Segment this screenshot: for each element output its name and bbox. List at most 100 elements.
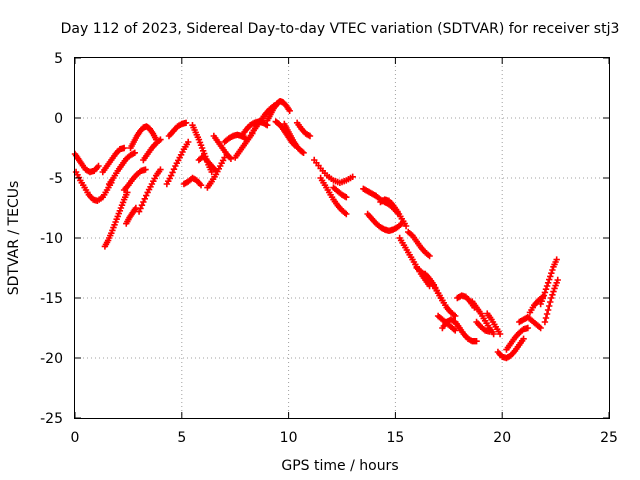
data-point	[300, 149, 307, 156]
data-point	[140, 198, 147, 206]
data-point	[545, 276, 553, 283]
data-point	[550, 288, 557, 295]
series-arc-43	[494, 335, 527, 362]
data-point	[169, 169, 176, 176]
data-point	[452, 327, 459, 334]
data-point	[473, 338, 480, 345]
data-point	[549, 291, 556, 298]
series-arc-31	[377, 196, 410, 230]
data-point	[142, 166, 149, 173]
data-point	[157, 166, 164, 173]
data-point	[227, 155, 235, 162]
data-point	[182, 119, 190, 126]
data-point	[137, 205, 144, 212]
series-arc-36	[434, 312, 459, 334]
series-arc-42	[484, 310, 504, 338]
data-point	[141, 195, 148, 202]
series-arc-27	[317, 174, 350, 218]
series-arc-05	[105, 149, 139, 188]
data-point	[402, 222, 410, 230]
series-arc-35	[422, 270, 459, 320]
data-point	[170, 166, 178, 173]
series-arc-10	[140, 136, 164, 164]
series-arc-44	[503, 324, 532, 353]
plot-frame	[74, 57, 610, 419]
series-arc-30	[364, 210, 406, 234]
series-arc-11	[163, 138, 192, 188]
data-point	[548, 270, 555, 277]
data-point	[544, 279, 552, 286]
data-point	[541, 318, 549, 326]
series-arc-01	[71, 150, 102, 176]
data-point	[157, 136, 164, 143]
y-axis-ticks: -25 -20 -15 -10 -5 0 5	[40, 51, 609, 427]
data-point	[124, 189, 131, 196]
x-tick-label: 15	[386, 430, 404, 446]
series-arc-25	[293, 119, 314, 140]
data-point	[343, 194, 350, 201]
data-point	[490, 330, 497, 338]
y-tick-label: 5	[54, 51, 63, 67]
series-arc-15	[195, 153, 220, 174]
series-arc-24	[281, 120, 307, 156]
series-arc-17	[210, 132, 235, 162]
data-point	[537, 324, 544, 332]
data-point	[95, 162, 102, 170]
series-arc-19	[232, 130, 256, 161]
data-point	[544, 306, 552, 314]
data-point	[548, 294, 555, 302]
data-point	[549, 266, 556, 274]
x-axis-label: GPS time / hours	[281, 458, 398, 474]
series-arc-40	[469, 298, 497, 338]
series-arc-02	[72, 168, 115, 204]
series-arc-48	[541, 276, 561, 326]
series-arc-22	[264, 98, 293, 124]
y-tick-label: -15	[40, 291, 63, 307]
data-point	[486, 328, 493, 335]
data-point	[343, 210, 350, 218]
data-point	[543, 310, 551, 318]
series-arc-26	[311, 156, 356, 186]
y-axis-label: SDTVAR / TECUs	[6, 181, 22, 296]
series-arc-38	[452, 318, 480, 345]
data-point	[520, 335, 527, 342]
x-tick-label: 10	[280, 430, 298, 446]
data-point	[197, 182, 205, 189]
data-point	[143, 192, 150, 199]
series-arc-13	[180, 174, 205, 189]
data-point	[545, 302, 553, 310]
y-tick-label: -25	[40, 411, 63, 427]
series-arc-32	[396, 234, 433, 290]
series-arc-33	[405, 228, 433, 260]
chart-title: Day 112 of 2023, Sidereal Day-to-day VTE…	[61, 21, 620, 37]
x-tick-label: 5	[177, 430, 186, 446]
series-arc-04	[99, 144, 128, 176]
data-point	[306, 132, 314, 140]
data-point	[349, 173, 356, 180]
series-arc-03	[101, 189, 131, 250]
y-tick-label: 0	[54, 111, 63, 127]
data-point	[541, 289, 549, 296]
data-point	[540, 292, 548, 299]
series-arc-06	[120, 166, 149, 194]
data-point	[542, 286, 550, 293]
x-tick-label: 20	[493, 430, 511, 446]
data-point	[185, 138, 192, 146]
y-tick-label: -20	[40, 351, 63, 367]
series-arc-45	[516, 314, 544, 332]
series-arc-16	[204, 154, 228, 191]
data-point	[452, 312, 459, 320]
series-arc-28	[330, 184, 350, 201]
grid	[75, 58, 609, 418]
series-arc-08	[127, 123, 160, 152]
data-point	[131, 149, 139, 156]
series-arc-12	[165, 119, 190, 140]
data-point	[547, 298, 554, 306]
series-arc-46	[526, 293, 546, 316]
x-axis-ticks: 0 5 10 15 20 25	[71, 58, 618, 446]
data-point	[426, 252, 433, 260]
data-points	[71, 98, 561, 362]
data-point	[543, 282, 551, 290]
data-point	[554, 276, 561, 284]
